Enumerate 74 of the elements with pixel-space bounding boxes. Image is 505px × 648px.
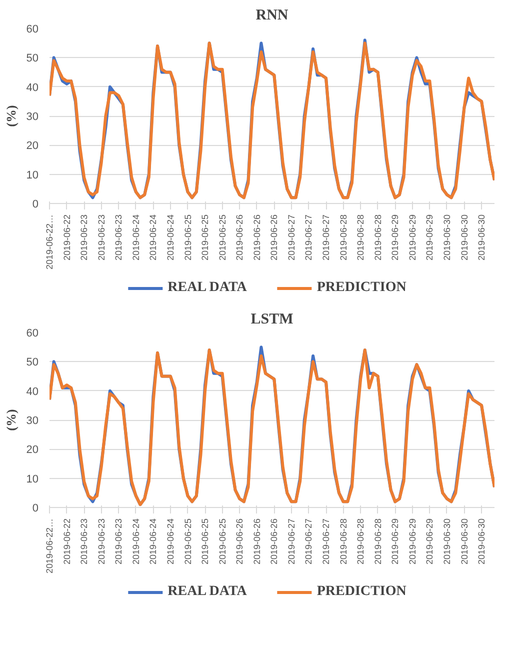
y-tick-label: 10 <box>26 169 39 182</box>
x-tick-label: 2019-06-22… <box>44 518 54 574</box>
x-tick-label: 2019-06-25 <box>182 214 193 261</box>
x-tick-label: 2019-06-29 <box>424 518 435 565</box>
x-tick-label: 2019-06-25 <box>182 518 193 565</box>
chart-title: LSTM <box>250 312 294 328</box>
y-tick-label: 30 <box>26 415 39 427</box>
x-tick-label: 2019-06-28 <box>372 214 383 261</box>
y-tick-label: 60 <box>26 24 39 36</box>
x-tick-label: 2019-06-27 <box>304 214 314 261</box>
x-tick-label: 2019-06-26 <box>269 518 280 565</box>
x-tick-label: 2019-06-29 <box>390 214 400 261</box>
x-tick-label: 2019-06-22 <box>62 214 72 261</box>
x-tick-label: 2019-06-30 <box>476 214 487 261</box>
x-tick-label: 2019-06-25 <box>200 214 210 261</box>
x-tick-label: 2019-06-29 <box>390 518 400 565</box>
x-tick-label: 2019-06-27 <box>286 518 296 565</box>
x-tick-label: 2019-06-26 <box>234 214 245 261</box>
x-tick-label: 2019-06-25 <box>217 214 228 261</box>
x-tick-label: 2019-06-29 <box>424 214 435 261</box>
x-tick-label: 2019-06-24 <box>148 518 158 565</box>
x-tick-label: 2019-06-28 <box>356 518 366 565</box>
x-tick-label: 2019-06-24 <box>165 518 176 565</box>
x-tick-label: 2019-06-30 <box>442 214 452 261</box>
y-tick-label: 0 <box>32 502 39 514</box>
x-tick-label: 2019-06-28 <box>372 518 383 565</box>
x-tick-label: 2019-06-23 <box>114 518 124 565</box>
x-tick-label: 2019-06-22… <box>44 214 54 270</box>
x-tick-label: 2019-06-24 <box>148 214 158 261</box>
y-axis-title: (%) <box>3 409 18 431</box>
x-tick-label: 2019-06-23 <box>114 214 124 261</box>
y-tick-label: 20 <box>26 140 39 152</box>
y-tick-label: 40 <box>26 386 39 398</box>
x-tick-label: 2019-06-24 <box>130 518 141 565</box>
y-tick-label: 40 <box>26 82 39 94</box>
y-tick-label: 50 <box>26 356 39 369</box>
x-tick-label: 2019-06-23 <box>79 518 90 565</box>
x-tick-label: 2019-06-27 <box>286 214 296 261</box>
x-tick-label: 2019-06-28 <box>338 214 348 261</box>
x-tick-label: 2019-06-27 <box>304 518 314 565</box>
legend-label: PREDICTION <box>316 280 406 296</box>
x-tick-label: 2019-06-26 <box>252 518 262 565</box>
y-tick-label: 20 <box>26 444 39 456</box>
chart-title: RNN <box>256 8 288 24</box>
y-tick-label: 50 <box>26 52 39 65</box>
x-tick-label: 2019-06-30 <box>459 214 470 261</box>
x-tick-label: 2019-06-23 <box>96 518 106 565</box>
x-tick-label: 2019-06-30 <box>442 518 452 565</box>
y-tick-label: 60 <box>26 328 39 340</box>
legend-label: PREDICTION <box>316 584 406 600</box>
x-tick-label: 2019-06-24 <box>130 214 141 261</box>
legend-label: REAL DATA <box>168 280 247 296</box>
x-tick-label: 2019-06-28 <box>338 518 348 565</box>
x-tick-label: 2019-06-22 <box>62 518 72 565</box>
x-tick-label: 2019-06-23 <box>96 214 106 261</box>
x-tick-label: 2019-06-28 <box>356 214 366 261</box>
x-tick-label: 2019-06-29 <box>407 214 418 261</box>
y-tick-label: 30 <box>26 111 39 123</box>
x-tick-label: 2019-06-23 <box>79 214 90 261</box>
x-tick-label: 2019-06-27 <box>321 214 332 261</box>
x-tick-label: 2019-06-26 <box>234 518 245 565</box>
x-tick-label: 2019-06-25 <box>217 518 228 565</box>
x-tick-label: 2019-06-27 <box>321 518 332 565</box>
x-tick-label: 2019-06-29 <box>407 518 418 565</box>
x-tick-label: 2019-06-25 <box>200 518 210 565</box>
y-axis-title: (%) <box>3 105 18 127</box>
y-tick-label: 0 <box>32 198 39 210</box>
x-tick-label: 2019-06-26 <box>269 214 280 261</box>
x-tick-label: 2019-06-30 <box>459 518 470 565</box>
x-tick-label: 2019-06-26 <box>252 214 262 261</box>
x-tick-label: 2019-06-24 <box>165 214 176 261</box>
legend-label: REAL DATA <box>168 584 247 600</box>
y-tick-label: 10 <box>26 473 39 486</box>
x-tick-label: 2019-06-30 <box>476 518 487 565</box>
